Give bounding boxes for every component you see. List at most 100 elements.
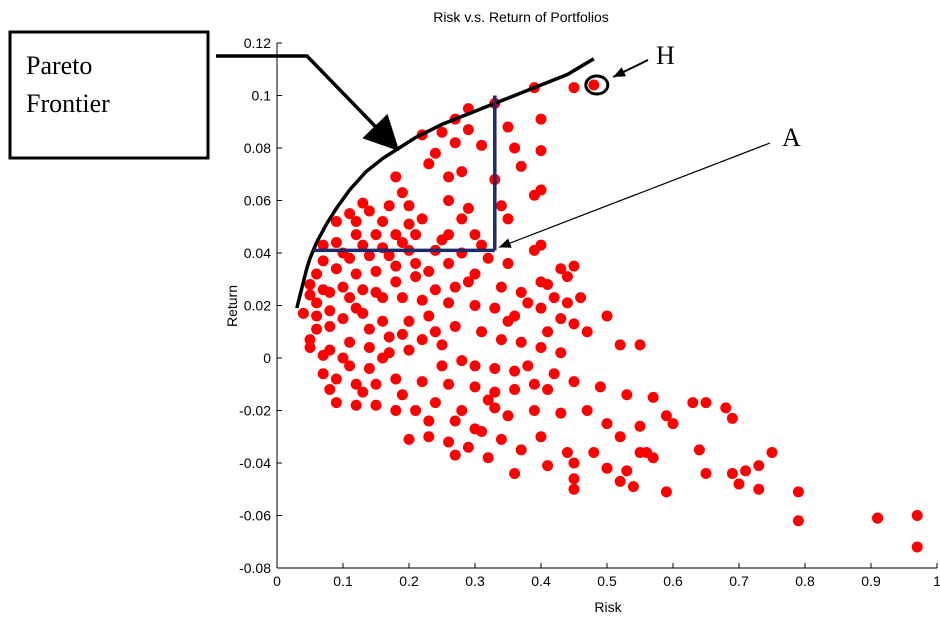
data-point bbox=[317, 368, 329, 380]
data-point bbox=[502, 121, 514, 133]
data-point bbox=[647, 391, 659, 403]
data-point bbox=[416, 213, 428, 225]
data-point bbox=[436, 234, 448, 246]
y-tick-label: 0.04 bbox=[244, 245, 271, 261]
data-point bbox=[469, 381, 481, 393]
data-point bbox=[344, 208, 356, 220]
data-point bbox=[720, 402, 732, 414]
data-point bbox=[555, 263, 567, 275]
data-point bbox=[456, 405, 468, 416]
y-tick-label: 0 bbox=[263, 350, 271, 366]
data-point bbox=[449, 321, 461, 332]
data-point bbox=[509, 365, 521, 377]
data-point bbox=[330, 216, 342, 227]
data-point bbox=[528, 378, 540, 390]
data-point bbox=[344, 336, 356, 348]
y-tick-label: 0.02 bbox=[244, 298, 271, 314]
data-point bbox=[700, 397, 712, 409]
data-point bbox=[568, 457, 580, 469]
data-point bbox=[297, 307, 309, 319]
data-point bbox=[330, 373, 342, 385]
data-point bbox=[509, 384, 521, 395]
data-point bbox=[535, 431, 547, 443]
data-point bbox=[667, 418, 679, 430]
data-point bbox=[410, 258, 422, 269]
data-point bbox=[495, 281, 507, 293]
data-point bbox=[423, 265, 435, 277]
data-point bbox=[614, 339, 626, 351]
data-point bbox=[502, 213, 514, 225]
data-point bbox=[476, 139, 488, 151]
data-point bbox=[330, 237, 342, 248]
data-point bbox=[792, 486, 804, 498]
x-tick-label: 0.5 bbox=[597, 573, 617, 589]
x-tick-label: 1 bbox=[933, 573, 940, 589]
data-point bbox=[377, 315, 389, 327]
data-point bbox=[390, 260, 402, 272]
data-point bbox=[542, 326, 554, 338]
data-point bbox=[344, 292, 356, 304]
data-point bbox=[317, 349, 329, 361]
data-point bbox=[509, 468, 521, 479]
data-points bbox=[297, 79, 923, 553]
data-point bbox=[495, 433, 507, 445]
data-point bbox=[740, 465, 752, 477]
data-point bbox=[568, 318, 580, 330]
data-point bbox=[469, 360, 481, 372]
data-point bbox=[416, 376, 428, 388]
data-point bbox=[363, 342, 375, 353]
data-point bbox=[423, 158, 435, 170]
data-point bbox=[753, 460, 765, 472]
highlight-ring bbox=[584, 74, 610, 96]
data-point bbox=[535, 342, 547, 353]
x-tick-label: 0.9 bbox=[861, 573, 881, 589]
annotation-a: A bbox=[782, 123, 801, 152]
data-point bbox=[449, 449, 461, 461]
data-point bbox=[535, 239, 547, 251]
data-point bbox=[601, 418, 613, 430]
data-point bbox=[561, 297, 573, 309]
data-point bbox=[350, 302, 362, 314]
data-point bbox=[528, 189, 540, 201]
data-point bbox=[614, 475, 626, 487]
data-point bbox=[370, 286, 382, 298]
x-tick-label: 0.4 bbox=[531, 573, 551, 589]
data-point bbox=[555, 407, 567, 419]
data-point bbox=[324, 384, 336, 395]
data-point bbox=[502, 315, 514, 327]
data-point bbox=[542, 384, 554, 395]
h-pointer-arrow bbox=[612, 59, 649, 78]
data-point bbox=[416, 294, 428, 306]
data-point bbox=[324, 305, 336, 317]
data-point bbox=[627, 481, 639, 493]
data-point bbox=[581, 405, 593, 416]
data-point bbox=[443, 297, 455, 309]
x-tick-label: 0 bbox=[273, 573, 281, 589]
data-point bbox=[304, 279, 316, 290]
data-point bbox=[495, 334, 507, 346]
data-point bbox=[357, 239, 369, 251]
data-point bbox=[423, 431, 435, 443]
data-point bbox=[344, 252, 356, 264]
data-point bbox=[370, 265, 382, 277]
data-point bbox=[396, 237, 408, 248]
data-point bbox=[700, 468, 712, 479]
y-tick-label: 0.08 bbox=[244, 140, 271, 156]
data-point bbox=[753, 483, 765, 495]
data-point bbox=[535, 113, 547, 125]
data-point bbox=[634, 339, 646, 351]
data-point bbox=[535, 145, 547, 157]
data-point bbox=[436, 126, 448, 138]
data-point bbox=[403, 344, 415, 356]
data-point bbox=[357, 284, 369, 296]
data-point bbox=[548, 292, 560, 304]
label-box bbox=[8, 30, 210, 160]
chart-title: Risk v.s. Return of Portfolios bbox=[433, 9, 609, 25]
data-point bbox=[693, 444, 705, 456]
data-point bbox=[469, 300, 481, 311]
data-point bbox=[647, 452, 659, 464]
data-point bbox=[429, 397, 441, 409]
data-point bbox=[462, 441, 474, 453]
data-point bbox=[324, 321, 336, 332]
data-point bbox=[522, 297, 534, 309]
